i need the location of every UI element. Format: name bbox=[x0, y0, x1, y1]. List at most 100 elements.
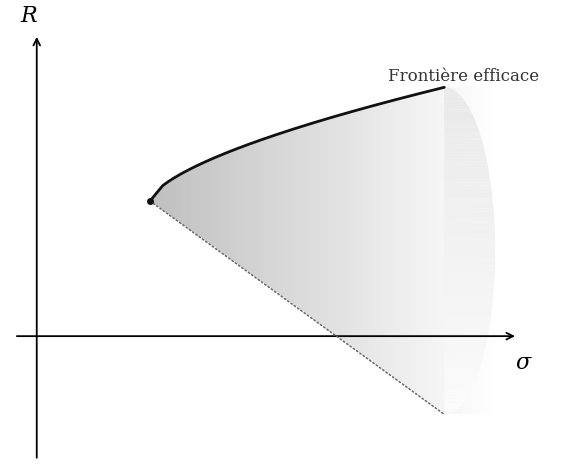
Polygon shape bbox=[444, 113, 473, 115]
Polygon shape bbox=[444, 95, 461, 97]
Polygon shape bbox=[444, 108, 470, 109]
Polygon shape bbox=[444, 109, 471, 111]
Polygon shape bbox=[444, 205, 493, 208]
Polygon shape bbox=[444, 313, 492, 316]
Polygon shape bbox=[444, 90, 455, 91]
Polygon shape bbox=[444, 135, 481, 137]
Polygon shape bbox=[444, 222, 494, 225]
Polygon shape bbox=[444, 369, 479, 372]
Polygon shape bbox=[444, 201, 493, 205]
Polygon shape bbox=[444, 401, 464, 403]
Polygon shape bbox=[444, 115, 473, 117]
Polygon shape bbox=[444, 125, 478, 128]
Polygon shape bbox=[444, 100, 465, 101]
Polygon shape bbox=[444, 322, 490, 326]
Polygon shape bbox=[444, 192, 492, 195]
Polygon shape bbox=[444, 170, 489, 173]
Polygon shape bbox=[444, 293, 493, 297]
Polygon shape bbox=[444, 406, 460, 407]
Polygon shape bbox=[444, 246, 495, 249]
Polygon shape bbox=[444, 376, 477, 379]
Polygon shape bbox=[444, 387, 473, 389]
Polygon shape bbox=[444, 111, 472, 113]
Polygon shape bbox=[444, 121, 476, 123]
Polygon shape bbox=[444, 185, 492, 189]
Polygon shape bbox=[444, 167, 489, 170]
Polygon shape bbox=[444, 132, 480, 135]
Polygon shape bbox=[444, 117, 475, 119]
Polygon shape bbox=[444, 395, 468, 397]
Polygon shape bbox=[444, 249, 495, 253]
Polygon shape bbox=[444, 270, 495, 273]
Polygon shape bbox=[444, 367, 480, 369]
Polygon shape bbox=[444, 337, 488, 340]
Polygon shape bbox=[444, 182, 491, 185]
Polygon shape bbox=[444, 130, 479, 132]
Text: Frontière efficace: Frontière efficace bbox=[388, 68, 539, 85]
Polygon shape bbox=[444, 92, 458, 93]
Polygon shape bbox=[444, 103, 467, 105]
Polygon shape bbox=[444, 179, 490, 182]
Polygon shape bbox=[444, 381, 475, 383]
Polygon shape bbox=[444, 287, 494, 290]
Polygon shape bbox=[444, 173, 489, 176]
Polygon shape bbox=[444, 310, 492, 313]
Polygon shape bbox=[444, 195, 493, 198]
Polygon shape bbox=[444, 328, 489, 332]
Polygon shape bbox=[444, 189, 492, 192]
Polygon shape bbox=[444, 300, 493, 303]
Polygon shape bbox=[444, 399, 466, 400]
Polygon shape bbox=[444, 266, 495, 270]
Polygon shape bbox=[444, 225, 494, 228]
Polygon shape bbox=[444, 383, 475, 385]
Polygon shape bbox=[444, 91, 457, 92]
Polygon shape bbox=[444, 101, 466, 103]
Polygon shape bbox=[444, 365, 481, 367]
Polygon shape bbox=[444, 155, 486, 158]
Polygon shape bbox=[444, 360, 482, 362]
Polygon shape bbox=[444, 198, 493, 201]
Polygon shape bbox=[444, 89, 453, 90]
Polygon shape bbox=[444, 283, 494, 287]
Polygon shape bbox=[444, 326, 489, 328]
Polygon shape bbox=[444, 139, 482, 142]
Polygon shape bbox=[444, 97, 462, 98]
Polygon shape bbox=[444, 335, 488, 337]
Text: R: R bbox=[20, 5, 37, 27]
Polygon shape bbox=[444, 94, 460, 95]
Polygon shape bbox=[444, 142, 483, 145]
Polygon shape bbox=[444, 379, 476, 381]
Polygon shape bbox=[444, 208, 494, 211]
Polygon shape bbox=[444, 408, 458, 409]
Polygon shape bbox=[444, 332, 489, 335]
Polygon shape bbox=[444, 150, 485, 153]
Polygon shape bbox=[444, 280, 494, 283]
Polygon shape bbox=[444, 176, 490, 179]
Polygon shape bbox=[444, 145, 484, 147]
Polygon shape bbox=[444, 164, 488, 167]
Polygon shape bbox=[444, 362, 481, 365]
Polygon shape bbox=[444, 105, 468, 106]
Polygon shape bbox=[444, 106, 469, 108]
Polygon shape bbox=[444, 93, 459, 94]
Polygon shape bbox=[444, 385, 473, 387]
Polygon shape bbox=[444, 340, 487, 343]
Polygon shape bbox=[444, 357, 483, 360]
Polygon shape bbox=[444, 392, 470, 394]
Polygon shape bbox=[444, 211, 494, 215]
Polygon shape bbox=[444, 253, 495, 256]
Polygon shape bbox=[444, 303, 493, 307]
Polygon shape bbox=[444, 228, 495, 232]
Polygon shape bbox=[444, 394, 469, 395]
Polygon shape bbox=[444, 405, 461, 406]
Polygon shape bbox=[444, 346, 486, 349]
Polygon shape bbox=[444, 161, 488, 164]
Polygon shape bbox=[444, 123, 477, 125]
Polygon shape bbox=[444, 297, 493, 300]
Polygon shape bbox=[444, 219, 494, 222]
Polygon shape bbox=[444, 343, 486, 346]
Polygon shape bbox=[444, 119, 475, 121]
Polygon shape bbox=[444, 407, 459, 408]
Polygon shape bbox=[444, 389, 472, 391]
Polygon shape bbox=[444, 349, 485, 352]
